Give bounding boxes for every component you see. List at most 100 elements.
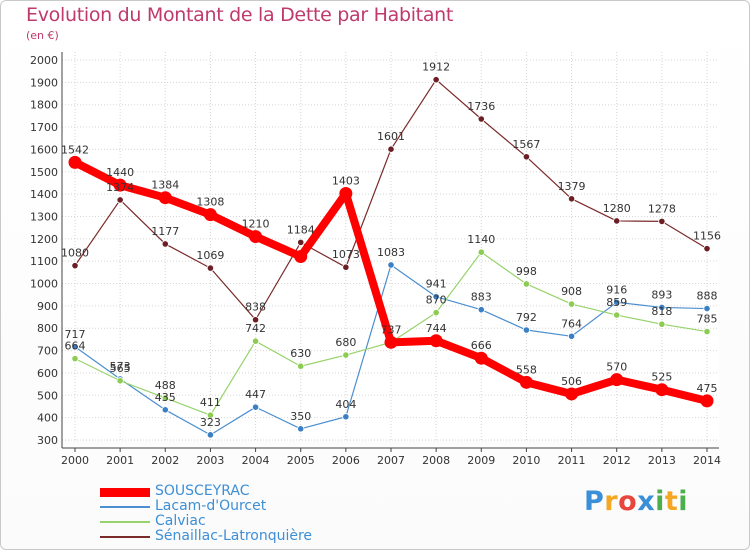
data-point <box>203 208 217 222</box>
data-label: 1177 <box>151 225 179 238</box>
data-label: 916 <box>606 283 627 296</box>
data-point <box>522 326 531 334</box>
data-label: 488 <box>155 379 176 392</box>
data-point <box>700 394 714 408</box>
x-tick-label: 2007 <box>377 454 405 467</box>
data-label: 742 <box>245 322 266 335</box>
y-tick-label: 2000 <box>30 54 58 67</box>
data-point <box>658 217 666 225</box>
data-point <box>206 431 215 439</box>
data-label: 1210 <box>242 218 270 231</box>
data-label: 1567 <box>512 138 540 151</box>
data-label: 1403 <box>332 174 360 187</box>
data-point <box>703 245 711 253</box>
data-point <box>158 191 172 205</box>
data-label: 1374 <box>106 181 134 194</box>
data-label: 1156 <box>693 230 721 243</box>
data-label: 1140 <box>467 233 495 246</box>
data-label: 883 <box>471 291 492 304</box>
data-point <box>297 425 305 433</box>
data-point <box>71 262 79 270</box>
data-point <box>703 327 711 336</box>
data-point <box>613 311 621 319</box>
data-point <box>251 403 260 411</box>
data-point <box>249 230 263 244</box>
data-label: 573 <box>110 360 131 373</box>
data-point <box>432 76 440 84</box>
data-label: 1542 <box>61 143 89 156</box>
x-tick-label: 2010 <box>512 454 540 467</box>
logo-letter: i <box>678 486 689 517</box>
legend-swatch <box>100 506 150 508</box>
x-tick-label: 2011 <box>558 454 586 467</box>
data-point <box>477 306 485 314</box>
x-tick-label: 2008 <box>422 454 450 467</box>
logo-letter: P <box>584 486 605 517</box>
data-point <box>71 343 79 351</box>
data-label: 888 <box>697 290 718 303</box>
y-tick-label: 700 <box>37 345 58 358</box>
data-point <box>161 240 169 248</box>
data-point <box>116 196 124 204</box>
data-label: 350 <box>290 410 311 423</box>
data-label: 1379 <box>558 180 586 193</box>
data-point <box>294 249 308 263</box>
data-label: 1069 <box>196 249 224 262</box>
data-label: 818 <box>651 305 672 318</box>
legend-swatch <box>100 488 150 497</box>
data-label: 941 <box>426 278 447 291</box>
data-point <box>297 238 305 246</box>
data-label: 1073 <box>332 248 360 261</box>
data-point <box>384 335 398 349</box>
data-point <box>161 406 169 414</box>
data-point <box>522 153 531 161</box>
data-label: 565 <box>110 362 131 375</box>
x-tick-label: 2014 <box>693 454 721 467</box>
data-point <box>432 308 440 317</box>
y-tick-label: 800 <box>37 322 58 335</box>
y-tick-label: 400 <box>37 412 58 425</box>
plot-area <box>62 52 719 440</box>
data-point <box>342 263 350 271</box>
data-label: 558 <box>516 363 537 376</box>
logo-letter: x <box>637 486 656 517</box>
data-point <box>387 145 395 153</box>
x-tick-label: 2003 <box>196 454 224 467</box>
y-tick-label: 500 <box>37 389 58 402</box>
legend-swatch <box>100 521 150 523</box>
data-point <box>703 304 711 313</box>
data-point <box>339 186 353 200</box>
data-point <box>71 355 79 363</box>
data-label: 893 <box>651 288 672 301</box>
data-point <box>429 334 443 348</box>
data-label: 1278 <box>648 202 676 215</box>
logo-letter: o <box>618 486 638 517</box>
data-point <box>613 298 621 306</box>
data-point <box>432 293 440 301</box>
data-point <box>251 337 260 345</box>
y-tick-label: 1100 <box>30 255 58 268</box>
data-point <box>68 155 82 169</box>
data-label: 404 <box>335 398 356 411</box>
data-point <box>658 303 666 312</box>
data-label: 785 <box>697 313 718 326</box>
y-tick-label: 1000 <box>30 278 58 291</box>
y-tick-label: 1600 <box>30 143 58 156</box>
x-tick-label: 2002 <box>151 454 179 467</box>
chart-subtitle: (en €) <box>26 29 59 42</box>
data-label: 664 <box>65 340 86 353</box>
legend-label: Calviac <box>155 513 206 529</box>
legend-label: Sénaillac-Latronquière <box>155 528 313 544</box>
data-label: 435 <box>155 391 176 404</box>
data-point <box>251 316 260 324</box>
data-point <box>474 351 488 365</box>
data-label: 764 <box>561 317 582 330</box>
x-tick-label: 2005 <box>287 454 315 467</box>
data-label: 1184 <box>287 223 315 236</box>
data-point <box>342 351 350 359</box>
logo-letter: r <box>604 486 619 517</box>
y-tick-label: 1700 <box>30 121 58 134</box>
legend-label: SOUSCEYRAC <box>155 483 250 499</box>
data-label: 1308 <box>196 196 224 209</box>
y-tick-label: 1400 <box>30 188 58 201</box>
